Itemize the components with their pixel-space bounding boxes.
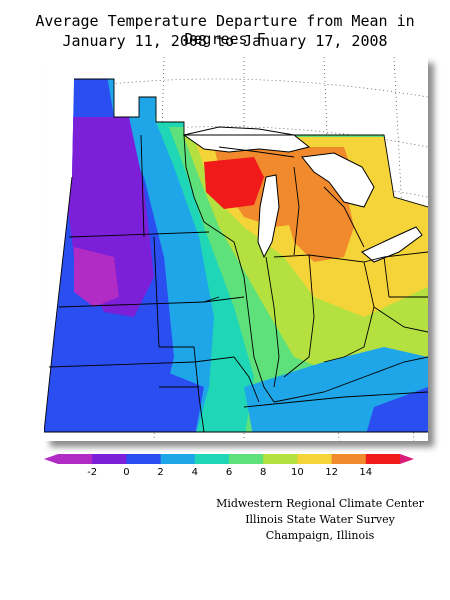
legend-swatch [126, 454, 162, 464]
legend-swatch [92, 454, 127, 464]
legend-tick-label: 2 [157, 467, 163, 478]
legend-swatch [194, 454, 230, 464]
great-lakes [182, 126, 423, 263]
legend-swatch [297, 454, 333, 464]
map-title: Average Temperature Departure from Mean … [35, 12, 415, 48]
legend-tick-label: 14 [359, 467, 372, 478]
legend-arrow-high [400, 454, 414, 464]
legend-bar: -2 0 2 4 6 8 10 12 14 [44, 454, 414, 478]
map-canvas [44, 57, 428, 441]
legend-swatch [331, 454, 367, 464]
legend-tick-label: 0 [123, 467, 129, 478]
color-legend: -2 0 2 4 6 8 10 12 14 [44, 448, 414, 478]
legend-tick-label: -2 [87, 467, 97, 478]
legend-tick-label: 12 [325, 467, 338, 478]
legend-swatch [160, 454, 196, 464]
legend-swatch [365, 454, 401, 464]
legend-arrow-low [44, 454, 58, 464]
state-boundaries [44, 78, 428, 433]
legend-swatch [229, 454, 264, 464]
legend-swatch [58, 454, 93, 464]
legend-tick-label: 4 [192, 467, 198, 478]
credit-line-1: Midwestern Regional Climate Center [216, 497, 424, 510]
legend-tick-label: 6 [226, 467, 232, 478]
legend-tick-label: 10 [291, 467, 304, 478]
map-date-range: January 11, 2008 to January 17, 2008 [62, 32, 388, 50]
legend-swatch [263, 454, 298, 464]
temperature-map [44, 57, 428, 441]
legend-tick-label: 8 [260, 467, 266, 478]
credit-line-2: Illinois State Water Survey [245, 513, 395, 526]
credit-line-3: Champaign, Illinois [265, 529, 375, 542]
